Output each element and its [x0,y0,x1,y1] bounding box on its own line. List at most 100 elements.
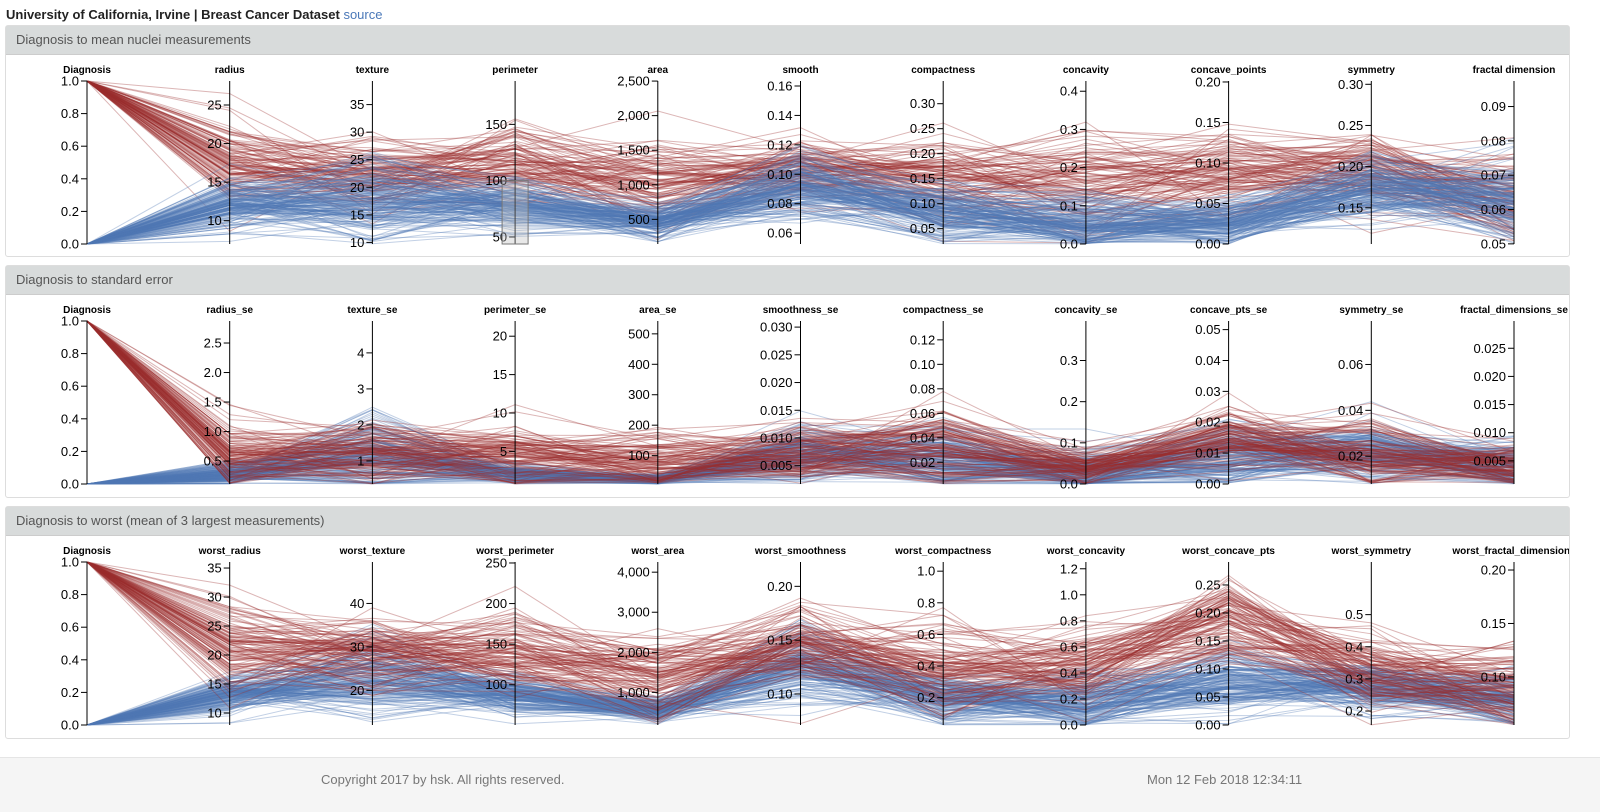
tick-label: 10 [207,213,221,228]
axis-diagnosis[interactable]: Diagnosis 0.0 0.2 0.4 0.6 0.8 1.0 [61,65,111,252]
tick-label: 25 [350,152,364,167]
tick-label: 100 [485,677,507,692]
tick-label: 0.0 [61,477,79,492]
tick-label: 0.30 [1338,77,1363,92]
axis-compactness[interactable]: compactness 0.05 0.10 0.15 0.20 0.25 0.30 [910,65,976,244]
axis-title: symmetry_se [1339,305,1403,316]
tick-label: 200 [485,596,507,611]
tick-label: 2.0 [204,365,222,380]
axis-radius-se[interactable]: radius_se 0.5 1.0 1.5 2.0 2.5 [204,305,254,484]
tick-label: 0.1 [1060,435,1078,450]
axis-worst-concave-pts[interactable]: worst_concave_pts 0.00 0.05 0.10 0.15 0.20 0.2… [1181,546,1275,733]
tick-label: 0.14 [767,108,792,123]
copyright-text: Copyright 2017 by hsk. All rights reserv… [321,772,565,787]
axis-worst-texture[interactable]: worst_texture 20 30 40 [339,546,406,725]
axis-fractal-dimension[interactable]: fractal dimension 0.05 0.06 0.07 0.08 0.09 [1473,65,1556,251]
axis-radius[interactable]: radius 10 15 20 25 [207,65,245,244]
axis-area-se[interactable]: area_se 100 200 300 400 500 [628,305,677,484]
tick-label: 50 [493,230,507,245]
axis-worst-perimeter[interactable]: worst_perimeter 100 150 200 250 [475,546,554,725]
tick-label: 0.06 [1338,357,1363,372]
tick-label: 500 [628,212,650,227]
tick-label: 0.2 [61,444,79,459]
axis-worst-smoothness[interactable]: worst_smoothness 0.10 0.15 0.20 [754,546,847,725]
tick-label: 2 [357,417,364,432]
parallel-chart-mean[interactable]: Diagnosis 0.0 0.2 0.4 0.6 0.8 1.0 radius 10 15 20 2… [6,55,1569,255]
tick-label: 0.025 [1473,341,1506,356]
tick-label: 0.3 [1060,122,1078,137]
tick-label: 0.15 [1195,633,1220,648]
axis-diagnosis[interactable]: Diagnosis 0.0 0.2 0.4 0.6 0.8 1.0 [61,305,111,492]
axis-symmetry-se[interactable]: symmetry_se 0.02 0.04 0.06 [1338,305,1404,484]
axis-concavity[interactable]: concavity 0.0 0.1 0.2 0.3 0.4 [1060,65,1110,252]
tick-label: 15 [207,677,221,692]
axis-worst-radius[interactable]: worst_radius 10 15 20 25 30 35 [198,546,262,725]
tick-label: 1 [357,453,364,468]
axis-perimeter-se[interactable]: perimeter_se 5 10 15 20 [484,305,547,484]
tick-label: 0.2 [61,204,79,219]
panel-title: Diagnosis to worst (mean of 3 largest me… [6,507,1569,536]
tick-label: 0.04 [910,430,935,445]
axis-title: Diagnosis [63,65,111,76]
tick-label: 0.015 [1473,397,1506,412]
panel-mean: Diagnosis to mean nuclei measurements Di… [5,25,1570,257]
tick-label: 0.030 [760,320,793,335]
tick-label: 30 [207,590,221,605]
tick-label: 2,000 [617,108,650,123]
tick-label: 0.04 [1338,403,1363,418]
tick-label: 0.2 [1060,394,1078,409]
axis-concavity-se[interactable]: concavity_se 0.0 0.1 0.2 0.3 [1054,305,1117,492]
axis-smooth[interactable]: smooth 0.06 0.08 0.10 0.12 0.14 0.16 [767,65,819,244]
tick-label: 0.10 [767,686,792,701]
axis-title: concave_points [1191,65,1267,76]
tick-label: 1.0 [61,74,79,89]
axis-title: worst_concave_pts [1181,546,1275,557]
axis-smoothness-se[interactable]: smoothness_se 0.005 0.010 0.015 0.020 0.025 0.… [760,305,839,484]
footer: Copyright 2017 by hsk. All rights reserv… [0,757,1600,812]
axis-worst-fractal-dimensions[interactable]: worst_fractal_dimensions 0.10 0.15 0.20 [1451,546,1569,725]
axis-texture-se[interactable]: texture_se 1 2 3 4 [347,305,398,484]
panel-title: Diagnosis to standard error [6,266,1569,295]
tick-label: 2.5 [204,336,222,351]
tick-label: 1.5 [204,395,222,410]
axis-title: worst_area [630,546,684,557]
tick-label: 0.3 [1345,671,1363,686]
axis-area[interactable]: area 500 1,000 1,500 2,000 2,500 [617,65,669,244]
source-link[interactable]: source [343,7,383,22]
tick-label: 15 [493,367,507,382]
tick-label: 0.09 [1481,99,1506,114]
tick-label: 0.20 [767,579,792,594]
panel-title: Diagnosis to mean nuclei measurements [6,26,1569,55]
tick-label: 0.00 [1195,718,1220,733]
axis-worst-compactness[interactable]: worst_compactness 0.2 0.4 0.6 0.8 1.0 [894,546,992,725]
tick-label: 0.10 [910,196,935,211]
tick-label: 15 [207,175,221,190]
axis-diagnosis[interactable]: Diagnosis 0.0 0.2 0.4 0.6 0.8 1.0 [61,546,111,733]
axis-concave-pts-se[interactable]: concave_pts_se 0.00 0.01 0.02 0.03 0.04 0.05 [1190,305,1268,492]
axis-title: perimeter [492,65,538,76]
axis-compactness-se[interactable]: compactness_se 0.02 0.04 0.06 0.08 0.10 0.12 [903,305,984,484]
parallel-chart-se[interactable]: Diagnosis 0.0 0.2 0.4 0.6 0.8 1.0 radius_se 0.5 1… [6,295,1569,495]
axis-symmetry[interactable]: symmetry 0.15 0.20 0.25 0.30 [1338,65,1395,244]
axis-worst-area[interactable]: worst_area 1,000 2,000 3,000 4,000 [617,546,685,725]
axis-title: perimeter_se [484,305,547,316]
tick-label: 0.010 [1473,425,1506,440]
tick-label: 0.06 [767,226,792,241]
axis-fractal-dimensions-se[interactable]: fractal_dimensions_se 0.005 0.010 0.015 0.02… [1460,305,1568,484]
axis-title: compactness_se [903,305,984,316]
tick-label: 0.00 [1195,237,1220,252]
brush-selection[interactable] [501,180,529,245]
tick-label: 2,500 [617,74,650,89]
axis-title: texture_se [347,305,397,316]
axis-texture[interactable]: texture 10 15 20 25 30 35 [350,65,390,250]
axis-worst-symmetry[interactable]: worst_symmetry 0.2 0.3 0.4 0.5 [1331,546,1412,725]
axis-worst-concavity[interactable]: worst_concavity 0.0 0.2 0.4 0.6 0.8 1.0 1.2 [1046,546,1126,733]
axis-title: worst_perimeter [475,546,554,557]
tick-label: 0.0 [1060,237,1078,252]
axis-concave-points[interactable]: concave_points 0.00 0.05 0.10 0.15 0.20 [1191,65,1267,252]
tick-label: 4,000 [617,565,650,580]
axis-title: worst_smoothness [754,546,847,557]
parallel-chart-worst[interactable]: Diagnosis 0.0 0.2 0.4 0.6 0.8 1.0 worst_radius 1… [6,536,1569,736]
tick-label: 0.08 [1481,133,1506,148]
